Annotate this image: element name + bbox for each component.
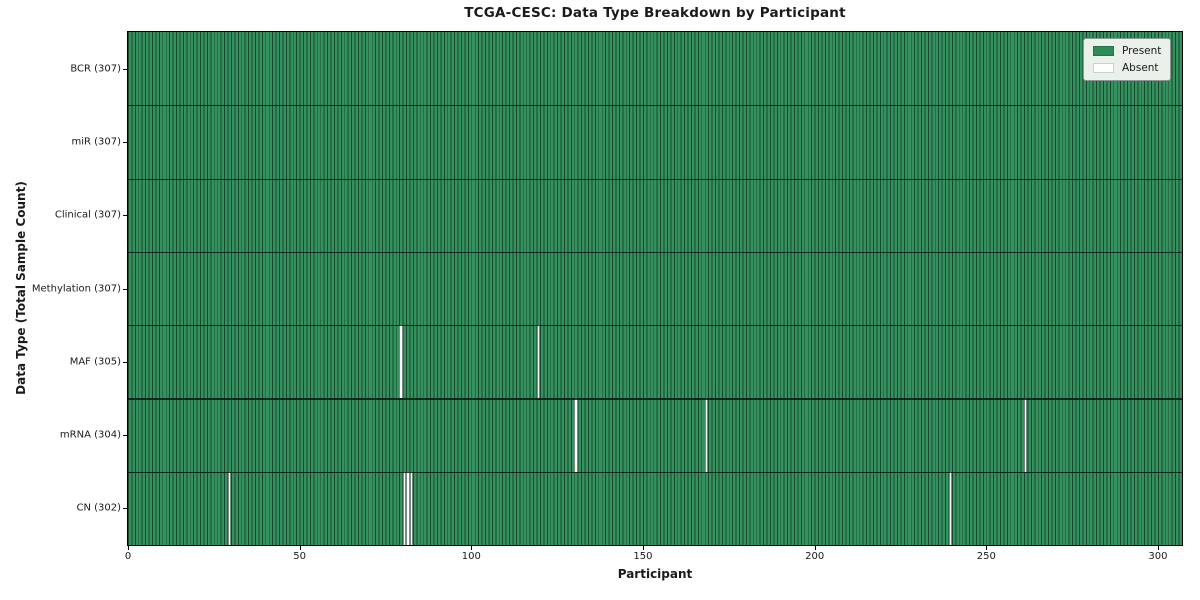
y-tick-label-Clinical: Clinical (307)	[54, 209, 121, 221]
absent-cell-CN-80	[402, 471, 407, 545]
x-tick-mark	[299, 546, 301, 550]
legend-swatch-present	[1093, 46, 1114, 56]
row-divider	[128, 251, 1182, 253]
x-tick-mark	[1157, 546, 1159, 550]
x-tick-label-150: 150	[633, 551, 653, 562]
legend: Present Absent	[1083, 38, 1172, 81]
y-tick-mark	[123, 508, 127, 510]
y-tick-mark	[123, 435, 127, 437]
x-tick-mark	[642, 546, 644, 550]
x-tick-label-200: 200	[805, 551, 825, 562]
absent-cell-mRNA-130	[574, 398, 578, 472]
y-tick-label-CN: CN (302)	[76, 502, 121, 514]
row-divider	[128, 398, 1182, 400]
x-tick-label-300: 300	[1148, 551, 1168, 562]
legend-item-absent: Absent	[1093, 62, 1161, 74]
x-tick-mark	[986, 546, 988, 550]
chart-title: TCGA-CESC: Data Type Breakdown by Partic…	[464, 5, 846, 21]
y-tick-mark	[123, 68, 127, 70]
absent-cell-CN-239	[948, 471, 952, 545]
y-tick-label-MAF: MAF (305)	[69, 356, 121, 368]
y-tick-mark	[123, 361, 127, 363]
heatmap-plot-area	[128, 32, 1182, 545]
legend-label-absent: Absent	[1122, 62, 1159, 74]
row-divider	[128, 471, 1182, 473]
legend-item-present: Present	[1093, 45, 1161, 57]
x-tick-label-0: 0	[124, 551, 132, 562]
absent-cell-MAF-119	[536, 325, 540, 399]
legend-label-present: Present	[1122, 45, 1162, 57]
row-divider	[128, 178, 1182, 180]
y-tick-mark	[123, 141, 127, 143]
y-axis-title: Data Type (Total Sample Count)	[14, 181, 28, 395]
x-axis-title: Participant	[617, 567, 693, 581]
y-tick-label-Methylation: Methylation (307)	[31, 283, 121, 294]
absent-cell-mRNA-168	[704, 398, 709, 472]
y-tick-mark	[123, 215, 127, 217]
row-divider	[128, 325, 1182, 327]
x-tick-label-50: 50	[293, 551, 307, 562]
absent-cell-CN-81	[406, 471, 410, 545]
x-tick-mark	[471, 546, 473, 550]
y-axis-tick-labels: BCR (307) miR (307) Clinical (307) Methylat…	[0, 32, 121, 545]
absent-cell-CN-82	[409, 471, 413, 545]
absent-cell-CN-29	[227, 471, 231, 545]
y-tick-label-mRNA: mRNA (304)	[59, 429, 121, 441]
legend-swatch-absent	[1093, 63, 1114, 73]
absent-cell-MAF-79	[399, 325, 403, 399]
absent-cell-mRNA-261	[1024, 398, 1028, 472]
x-tick-label-100: 100	[461, 551, 481, 562]
row-divider	[128, 105, 1182, 107]
y-tick-mark	[123, 288, 127, 290]
y-tick-label-miR: miR (307)	[71, 136, 121, 148]
x-tick-mark	[128, 546, 129, 550]
x-tick-mark	[814, 546, 816, 550]
x-tick-label-250: 250	[976, 551, 996, 562]
y-tick-label-BCR: BCR (307)	[70, 63, 121, 75]
